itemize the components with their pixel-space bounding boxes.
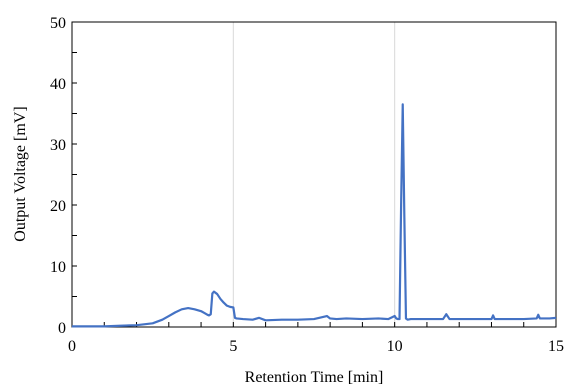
y-tick-label-5: 50 (50, 15, 66, 32)
minor-ticks (71, 21, 557, 328)
y-tick-label-3: 30 (50, 137, 66, 154)
x-tick-label-1: 5 (229, 338, 237, 355)
y-tick-label-4: 40 (50, 76, 66, 93)
plot-area-frame (71, 21, 557, 328)
x-tick-label-2: 10 (387, 338, 403, 355)
y-tick-label-2: 20 (50, 198, 66, 215)
gridlines (232, 22, 396, 327)
y-tick-label-1: 10 (50, 259, 66, 276)
series-line-0 (72, 103, 557, 328)
y-axis-title: Output Voltage [mV] (12, 106, 29, 241)
y-tick-label-0: 0 (58, 320, 66, 337)
y-tick-labels: 0 10 20 30 40 50 (50, 15, 66, 337)
x-axis-title: Retention Time [min] (245, 369, 384, 385)
series-layer (72, 103, 557, 328)
x-tick-label-3: 15 (548, 338, 564, 355)
axes (71, 21, 557, 328)
x-tick-labels: 0 5 10 15 (68, 338, 564, 355)
x-tick-label-0: 0 (68, 338, 76, 355)
